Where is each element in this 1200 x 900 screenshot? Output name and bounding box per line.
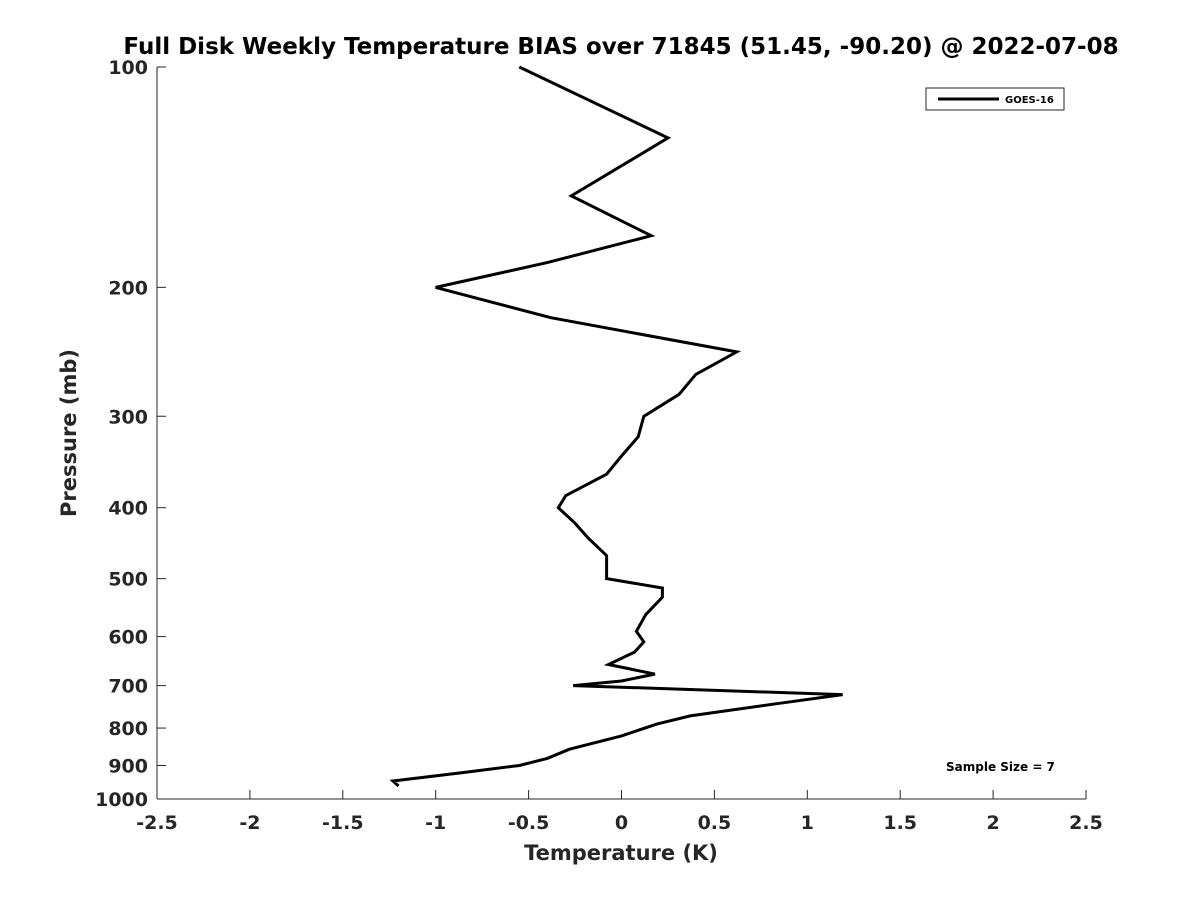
y-tick-label: 1000 (95, 789, 148, 811)
x-tick-label: 1 (801, 812, 814, 834)
x-axis-label: Temperature (K) (524, 841, 718, 865)
x-tick-label: -2.5 (136, 812, 178, 834)
y-tick-label: 700 (108, 676, 148, 698)
legend-label-goes-16: GOES-16 (1005, 95, 1054, 106)
y-ticks: 100 200 300 400 500 600 700 800 900 1000 (95, 57, 166, 811)
chart-title: Full Disk Weekly Temperature BIAS over 7… (123, 34, 1118, 60)
y-tick-label: 300 (108, 406, 148, 428)
x-tick-label: -1 (425, 812, 446, 834)
y-tick-label: 600 (108, 627, 148, 649)
x-tick-label: -2 (239, 812, 260, 834)
x-tick-label: 1.5 (883, 812, 917, 834)
x-ticks: -2.5 -2 -1.5 -1 -0.5 0 0.5 1 1.5 2 2.5 (136, 790, 1103, 834)
x-tick-label: -1.5 (322, 812, 364, 834)
x-tick-label: -0.5 (508, 812, 550, 834)
y-tick-label: 500 (108, 569, 148, 591)
y-tick-label: 200 (108, 277, 148, 299)
y-tick-label: 100 (108, 57, 148, 79)
x-tick-label: 2 (986, 812, 999, 834)
series-line-goes-16 (389, 65, 843, 788)
x-tick-label: 2.5 (1069, 812, 1103, 834)
y-tick-label: 900 (108, 756, 148, 778)
y-tick-label: 800 (108, 718, 148, 740)
x-tick-label: 0 (615, 812, 628, 834)
y-tick-label: 400 (108, 498, 148, 520)
series-layer (389, 65, 843, 788)
plot-area (157, 67, 1086, 799)
y-axis-label: Pressure (mb) (57, 349, 81, 517)
legend: GOES-16 (925, 87, 1065, 111)
x-tick-label: 0.5 (698, 812, 732, 834)
sample-size-annotation: Sample Size = 7 (946, 760, 1055, 774)
